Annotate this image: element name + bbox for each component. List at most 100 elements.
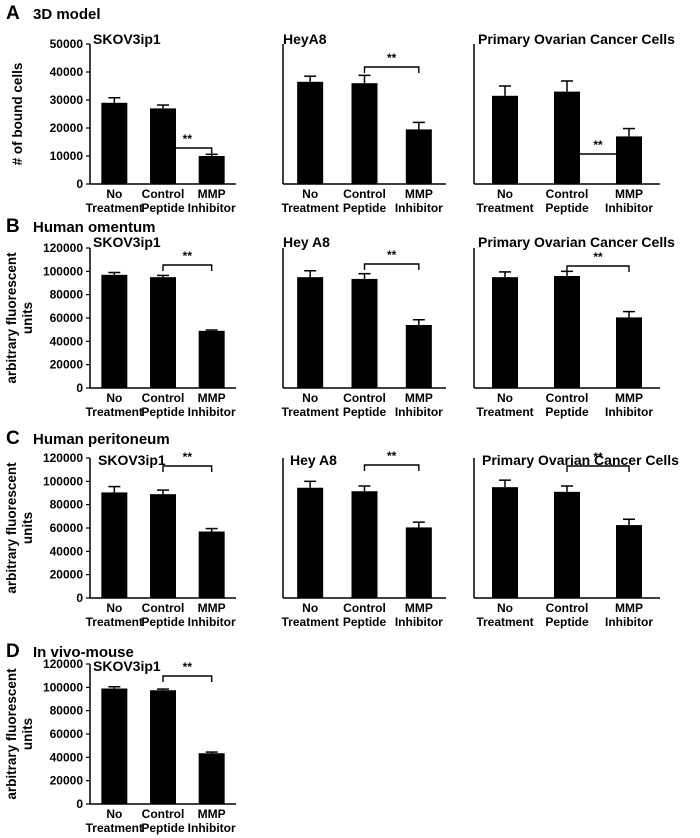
x-category-label: Inhibitor	[605, 405, 653, 419]
y-tick-label: 0	[76, 797, 83, 811]
x-category-label: Treatment	[86, 615, 143, 629]
x-category-label: No	[106, 601, 122, 615]
y-tick-label: 40000	[50, 65, 84, 79]
x-category-label: MMP	[198, 187, 226, 201]
bar	[101, 274, 128, 388]
chart-title: SKOV3ip1	[93, 31, 161, 47]
x-category-label: MMP	[405, 601, 433, 615]
bar	[297, 81, 324, 184]
bar	[101, 688, 128, 804]
x-category-label: Control	[546, 187, 589, 201]
significance-label: **	[183, 249, 193, 263]
panel-label-c: C	[6, 428, 20, 449]
x-category-label: Treatment	[476, 615, 533, 629]
x-category-label: Control	[343, 601, 386, 615]
x-category-label: Peptide	[545, 615, 589, 629]
significance-label: **	[387, 248, 397, 262]
x-category-label: MMP	[615, 391, 643, 405]
y-tick-label: 0	[76, 177, 83, 191]
significance-bracket	[566, 465, 630, 472]
x-category-label: No	[497, 391, 513, 405]
y-tick-label: 80000	[50, 498, 84, 512]
bar	[101, 102, 128, 184]
chart-b-skov3ip1: SKOV3ip1 0 20000 40000 60000 80000 100000 12000…	[4, 234, 236, 419]
bar	[297, 277, 324, 388]
panel-title-c: Human peritoneum	[33, 431, 170, 448]
chart-title: Primary Ovarian Cancer Cells	[482, 452, 679, 468]
bar	[351, 278, 378, 388]
significance-label: **	[183, 450, 193, 464]
bar	[492, 487, 518, 598]
x-category-label: No	[106, 807, 122, 821]
y-tick-label: 40000	[50, 544, 84, 558]
y-axis-label: arbitrary fluorescent	[4, 668, 19, 800]
y-axis-label: units	[20, 512, 35, 544]
panel-title-d: In vivo-mouse	[33, 644, 134, 661]
y-axis-label: arbitrary fluorescent	[4, 252, 19, 384]
x-category-label: Treatment	[281, 201, 338, 215]
y-tick-label: 40000	[50, 334, 84, 348]
y-axis-label: units	[20, 302, 35, 334]
x-category-label: Peptide	[141, 821, 185, 835]
bar	[198, 156, 225, 184]
y-axis-label: units	[20, 718, 35, 750]
significance-bracket	[363, 464, 420, 471]
x-category-label: Peptide	[141, 201, 185, 215]
x-category-label: Inhibitor	[188, 821, 236, 835]
y-tick-label: 60000	[50, 727, 84, 741]
significance-label: **	[593, 250, 603, 264]
x-category-label: MMP	[615, 187, 643, 201]
bar	[198, 330, 225, 388]
y-tick-label: 120000	[43, 451, 83, 465]
panel-title-a: 3D model	[33, 6, 101, 23]
bar	[616, 136, 642, 184]
x-category-label: No	[302, 391, 318, 405]
x-category-label: Control	[343, 391, 386, 405]
chart-title: SKOV3ip1	[98, 452, 166, 468]
bar	[351, 491, 378, 598]
x-category-label: Peptide	[343, 405, 387, 419]
x-category-label: Treatment	[281, 405, 338, 419]
y-tick-label: 10000	[50, 149, 84, 163]
x-category-label: No	[106, 391, 122, 405]
x-category-label: Peptide	[545, 405, 589, 419]
x-category-label: Peptide	[141, 615, 185, 629]
chart-d-skov3ip1: SKOV3ip1 0 20000 40000 60000 80000 100000 12000…	[4, 657, 236, 835]
bar	[554, 491, 580, 598]
x-category-label: Control	[546, 601, 589, 615]
x-category-label: No	[497, 187, 513, 201]
significance-bracket	[363, 66, 420, 73]
y-tick-label: 20000	[50, 568, 84, 582]
y-tick-label: 80000	[50, 288, 84, 302]
significance-bracket	[162, 675, 213, 682]
bar	[198, 753, 225, 804]
y-axis-label: # of bound cells	[10, 63, 25, 166]
x-category-label: Control	[142, 807, 185, 821]
bar	[405, 527, 432, 598]
panel-label-d: D	[6, 641, 20, 662]
x-category-label: No	[302, 601, 318, 615]
panel-label-a: A	[6, 3, 20, 24]
x-category-label: Peptide	[141, 405, 185, 419]
x-category-label: Treatment	[86, 405, 143, 419]
x-category-label: Inhibitor	[605, 201, 653, 215]
x-category-label: Control	[546, 391, 589, 405]
x-category-label: Treatment	[86, 201, 143, 215]
y-tick-label: 60000	[50, 311, 84, 325]
significance-label: **	[593, 450, 603, 464]
y-tick-label: 120000	[43, 657, 83, 671]
x-category-label: MMP	[198, 601, 226, 615]
y-tick-label: 0	[76, 381, 83, 395]
significance-label: **	[593, 138, 603, 152]
y-tick-label: 100000	[43, 264, 83, 278]
x-category-label: MMP	[198, 391, 226, 405]
y-tick-label: 30000	[50, 93, 84, 107]
y-tick-label: 120000	[43, 241, 83, 255]
significance-bracket	[162, 147, 213, 154]
x-category-label: MMP	[405, 391, 433, 405]
bar	[554, 91, 580, 184]
